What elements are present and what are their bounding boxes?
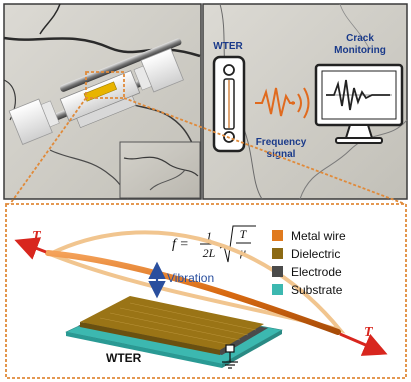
bottom-panel: f = 1 2L T μ: [5, 203, 407, 379]
crack-label-line1: Crack: [346, 33, 374, 44]
legend-label-electrode: Electrode: [291, 265, 342, 279]
metal-wire: [45, 250, 341, 335]
tension-label-right: T: [364, 325, 374, 340]
wter-device-icon: [212, 55, 246, 153]
legend-label-substrate: Substrate: [291, 283, 343, 297]
legend-swatch-metal-wire: [272, 230, 283, 241]
legend: Metal wire Dielectric Electrode Substrat…: [272, 229, 346, 297]
legend-swatch-electrode: [272, 266, 283, 277]
tension-label-left: T: [32, 229, 42, 244]
vibration-label: Vibration: [167, 271, 214, 285]
tension-arrow-right: [339, 332, 388, 356]
formula-rad-num: T: [240, 227, 248, 241]
crack-label-line2: Monitoring: [334, 45, 386, 56]
legend-swatch-substrate: [272, 284, 283, 295]
formula-den: 2L: [203, 246, 216, 260]
legend-label-dielectric: Dielectric: [291, 247, 340, 261]
frequency-wave-icon: [255, 87, 310, 119]
formula-num: 1: [206, 229, 212, 243]
legend-swatch-dielectric: [272, 248, 283, 259]
tension-arrow-left: [14, 237, 47, 260]
top-left-photo: [3, 3, 202, 200]
top-right-panel: WTER Frequency signal Crack Monitoring: [202, 3, 408, 200]
formula-lhs: f =: [172, 237, 189, 252]
wter-bottom-label: WTER: [106, 351, 142, 365]
zoom-connectors: [9, 97, 406, 205]
monitor-icon: [314, 63, 404, 144]
frequency-label-line1: Frequency: [256, 137, 307, 148]
ground-icon: [222, 344, 238, 369]
wter-top-label: WTER: [213, 41, 243, 52]
frequency-label-line2: signal: [267, 149, 296, 160]
legend-label-metal-wire: Metal wire: [291, 229, 346, 243]
